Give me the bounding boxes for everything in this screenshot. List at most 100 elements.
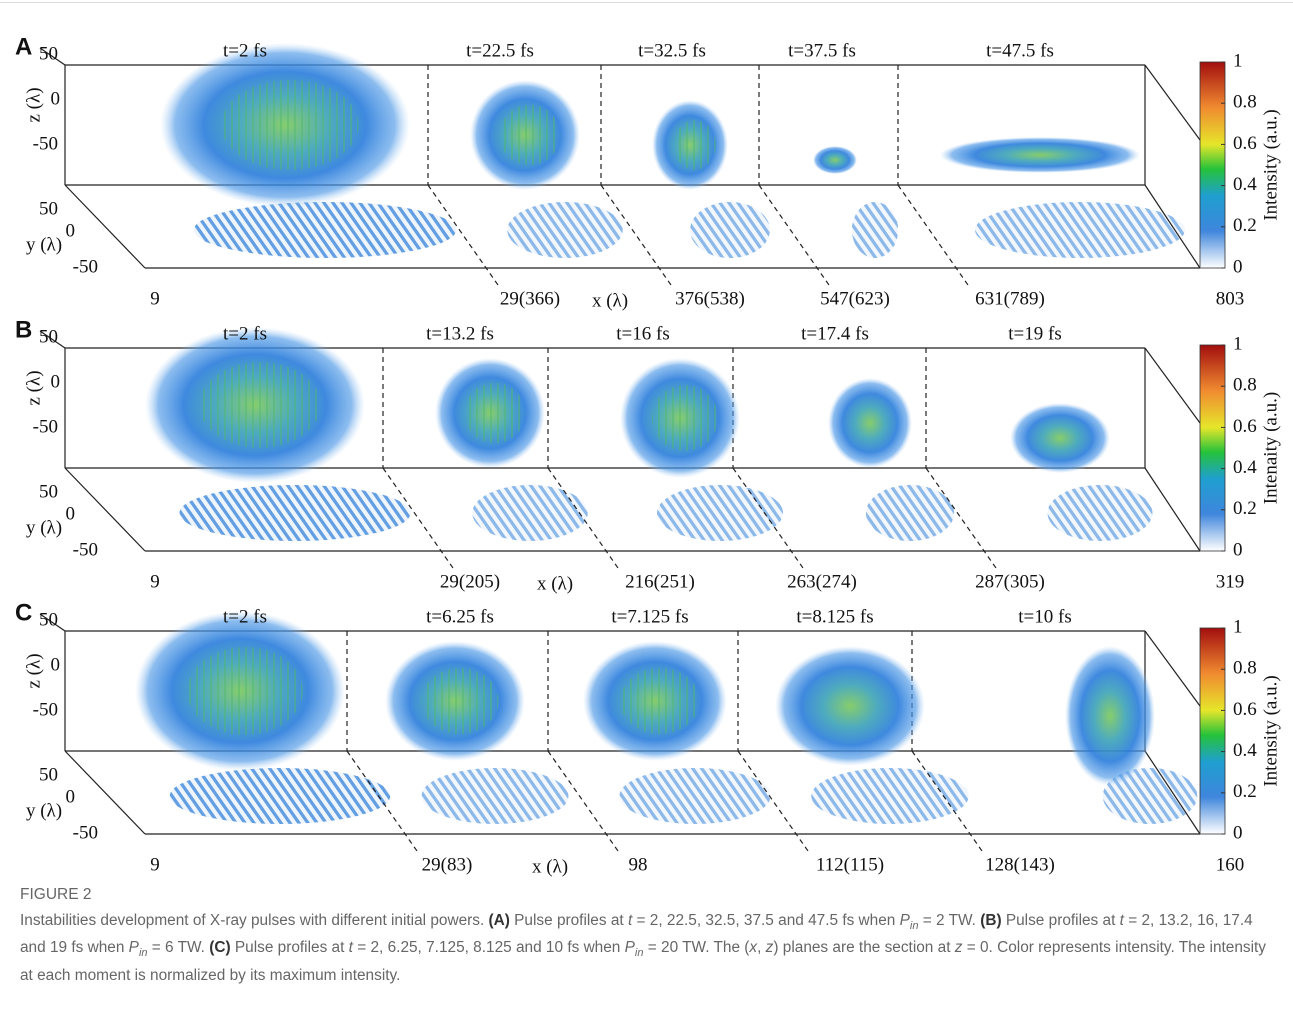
z-tick-label: 0 [51,371,61,392]
x-tick-label: 112(115) [816,854,884,875]
pulse-fringes [465,383,526,444]
colorbar-tick-label: 0.8 [1233,375,1257,396]
z-axis-label: z (λ) [23,87,44,122]
floor-projection [472,485,588,541]
panel-label: C [15,599,32,626]
x-axis-label: x (λ) [537,573,573,594]
pulse-volume [775,646,925,766]
x-tick-label: 29(205) [440,571,500,592]
floor-projection [690,202,770,258]
time-label: t=17.4 fs [801,323,869,344]
panel: A500-50z (λ)500-50y (λ)t=2 fst=22.5 fst=… [15,33,1281,311]
caption-segment: = 2, 22.5, 32.5, 37.5 and 47.5 fs when [632,912,899,929]
caption-text: Instabilities development of X-ray pulse… [20,910,1270,987]
y-axis-label: y (λ) [26,800,62,821]
colorbar-tick-label: 0.4 [1233,457,1257,478]
caption-segment: (A) [489,912,510,929]
colorbar-tick-label: 0.4 [1233,174,1257,195]
caption-segment: = 2, 6.25, 7.125, 8.125 and 10 fs when [353,939,625,956]
y-tick-label: 50 [39,198,58,219]
floor-projection [975,202,1185,258]
colorbar-tick-label: 0.2 [1233,215,1257,236]
y-tick-label: 50 [39,764,58,785]
pulse-volume [1010,403,1110,473]
caption-segment: = 2 TW. [918,912,980,929]
time-label: t=2 fs [223,40,267,61]
x-tick-label: 263(274) [787,571,857,592]
y-tick-label: 0 [66,786,76,807]
caption-segment: (C) [209,939,230,956]
floor-projection [170,768,391,824]
floor-projection [1048,485,1153,541]
caption-segment: P [900,912,910,929]
time-label: t=7.125 fs [611,606,688,627]
caption-segment: x [749,939,757,956]
x-tick-label: 547(623) [820,288,890,309]
colorbar-tick-label: 1 [1233,616,1243,637]
floor-projection [852,202,898,258]
colorbar-tick-label: 0 [1233,822,1243,843]
caption-segment: Pulse profiles at [1002,912,1120,929]
caption: FIGURE 2 Instabilities development of X-… [20,884,1270,987]
colorbar-tick-label: 0.2 [1233,498,1257,519]
floor-projection [180,485,411,541]
colorbar-tick-label: 1 [1233,333,1243,354]
pulse-volume [1065,646,1155,786]
floor-projection [194,202,457,258]
y-tick-label: -50 [73,539,98,560]
floor-projection [507,202,623,258]
caption-segment: = 20 TW. The ( [643,939,749,956]
x-tick-label: 287(305) [975,571,1045,592]
floor-projection [866,485,954,541]
time-label: t=32.5 fs [638,40,706,61]
colorbar-label: Intenaity (a.u.) [1260,392,1281,504]
figure-label: FIGURE 2 [20,884,1270,906]
x-tick-label: 29(366) [500,288,560,309]
panel-label: B [15,316,32,343]
z-tick-label: 50 [39,609,58,630]
x-tick-label: 9 [150,571,160,592]
x-tick-label: 631(789) [975,288,1045,309]
y-tick-label: 0 [66,503,76,524]
panel-label: A [15,33,32,60]
page: A500-50z (λ)500-50y (λ)t=2 fst=22.5 fst=… [0,0,1293,1028]
colorbar-tick-label: 0.2 [1233,781,1257,802]
pulse-volume [813,146,857,174]
z-tick-label: 50 [39,43,58,64]
x-tick-label: 803 [1216,288,1245,309]
y-axis-label: y (λ) [26,234,62,255]
colorbar-tick-label: 0.4 [1233,740,1257,761]
x-tick-label: 98 [629,854,648,875]
time-label: t=8.125 fs [796,606,873,627]
floor-projection [422,768,569,824]
pulse-volume [940,137,1140,173]
box-edge [1145,65,1200,140]
x-tick-label: 376(538) [675,288,745,309]
caption-segment: in [139,947,148,959]
x-tick-label: 216(251) [625,571,695,592]
box-edge [1145,631,1200,706]
pulse-fringes [674,120,716,170]
caption-segment: P [625,939,635,956]
caption-segment: P [129,939,139,956]
time-label: t=19 fs [1008,323,1061,344]
floor-projection [811,768,969,824]
time-label: t=13.2 fs [426,323,494,344]
time-label: t=2 fs [223,606,267,627]
box-edge [1145,348,1200,423]
z-tick-label: 0 [51,88,61,109]
y-axis-label: y (λ) [26,517,62,538]
x-tick-label: 9 [150,854,160,875]
z-tick-label: -50 [33,416,58,437]
pulse-fringes [620,668,699,734]
z-axis-label: z (λ) [23,370,44,405]
caption-segment: Pulse profiles at [231,939,349,956]
floor-projection [619,768,770,824]
pulse-fringes [200,362,321,448]
caption-segment: = 6 TW. [148,939,210,956]
x-tick-label: 319 [1216,571,1245,592]
time-label: t=2 fs [223,323,267,344]
pulse-fringes [221,80,359,170]
